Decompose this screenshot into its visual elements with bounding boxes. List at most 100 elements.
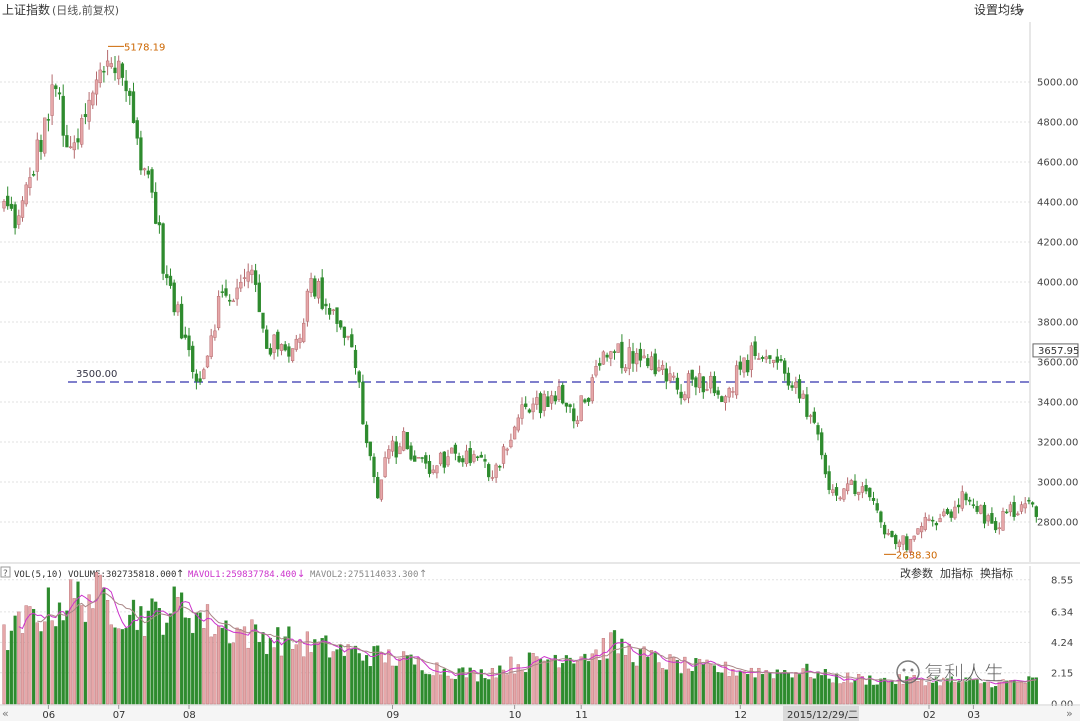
volume-bar <box>1019 681 1024 705</box>
candle-body <box>87 99 91 122</box>
volume-bar <box>335 649 339 705</box>
candle-body <box>205 355 210 368</box>
help-icon[interactable] <box>0 566 11 578</box>
price-tick-label: 3000.00 <box>1037 478 1078 489</box>
volume-bar <box>461 667 465 705</box>
candle-body <box>1008 504 1013 513</box>
switch-indicator-button[interactable]: 换指标 <box>980 566 1013 580</box>
volume-bar <box>442 668 446 705</box>
candle-body <box>438 452 443 465</box>
wechat-icon <box>896 660 920 684</box>
volume-bar <box>627 643 631 705</box>
candle-body <box>823 454 828 475</box>
volume-bar <box>653 652 657 705</box>
volume-bar <box>2 624 6 705</box>
candle-body <box>157 222 162 226</box>
candle-body <box>516 417 520 431</box>
candle-body <box>353 349 358 369</box>
candle-body <box>968 499 972 502</box>
volume-bar <box>20 633 25 705</box>
volume-bar <box>498 665 502 705</box>
volume-bar <box>316 641 321 705</box>
volume-bar <box>686 668 691 705</box>
candle-body <box>135 120 139 139</box>
candle-body <box>786 372 791 386</box>
set-ma-button[interactable]: 设置均线 ▾ <box>974 3 1024 17</box>
candle-body <box>261 312 265 329</box>
chart-title: 上证指数 <box>2 2 50 17</box>
price-tick-label: 3600.00 <box>1037 358 1078 369</box>
candlesticks <box>2 49 1038 556</box>
volume-bar <box>361 660 365 705</box>
candle-body <box>701 376 705 393</box>
candle-body <box>583 399 587 403</box>
price-tick-label: 3200.00 <box>1037 438 1078 449</box>
volume-bar <box>24 605 28 705</box>
volume-bar <box>553 654 557 705</box>
volume-bar <box>716 672 720 705</box>
volume-bar <box>450 678 454 705</box>
volume-bar <box>757 667 761 705</box>
candle-body <box>549 395 554 404</box>
candle-body <box>501 446 506 464</box>
candle-body <box>845 483 850 492</box>
candle-body <box>768 355 772 359</box>
volume-bar <box>638 648 642 705</box>
candle-body <box>664 368 668 382</box>
volume-bar <box>154 601 158 705</box>
candle-body <box>801 393 805 399</box>
volume-bar <box>520 669 524 705</box>
candle-body <box>231 300 236 303</box>
month-label: 12 <box>734 710 747 721</box>
volume-bar <box>864 684 868 705</box>
volume-bar <box>368 666 372 705</box>
volume-bar <box>457 668 461 705</box>
candle-body <box>982 504 987 524</box>
candle-body <box>875 503 879 511</box>
scroll-right-button[interactable]: » <box>1066 707 1073 720</box>
candle-body <box>28 177 32 188</box>
params-button[interactable]: 改参数 <box>900 566 933 580</box>
volume-bar <box>1027 676 1031 705</box>
candle-body <box>945 509 950 514</box>
volume-bar <box>920 679 924 705</box>
candle-body <box>531 403 535 413</box>
candle-body <box>990 513 994 524</box>
price-tick-label: 5000.00 <box>1037 78 1078 89</box>
volume-bar <box>168 613 173 705</box>
candle-body <box>20 200 25 218</box>
volume-bar <box>202 628 206 705</box>
candle-body <box>379 479 384 500</box>
volume-bar <box>91 608 95 705</box>
candle-body <box>398 446 402 455</box>
candle-body <box>213 330 217 338</box>
volume-tick-label: 8.55 <box>1051 575 1073 586</box>
candle-body <box>897 541 902 548</box>
price-gridlines <box>0 81 1030 523</box>
volume-bar <box>516 664 520 705</box>
volume-bar <box>723 661 728 705</box>
volume-bar <box>228 643 232 705</box>
add-indicator-button[interactable]: 加指标 <box>940 566 973 580</box>
cursor-date-label: 2015/12/29/二 <box>787 710 858 721</box>
volume-bar <box>542 660 546 705</box>
volume-bar <box>379 652 383 705</box>
candle-body <box>235 287 239 300</box>
volume-bar <box>790 677 794 705</box>
candle-body <box>472 454 476 462</box>
up-arrow-icon: ↑ <box>176 569 184 580</box>
volume-bar <box>598 660 602 705</box>
volume-bar <box>224 620 228 705</box>
volume-bar <box>57 602 62 705</box>
volume-bar <box>524 672 528 705</box>
candle-body <box>287 346 291 357</box>
volume-bar <box>383 662 387 705</box>
volume-bar <box>446 675 450 705</box>
candle-body <box>131 91 136 123</box>
candle-body <box>453 444 458 454</box>
scroll-left-button[interactable]: « <box>2 707 9 720</box>
candle-body <box>68 146 73 149</box>
candle-body <box>868 487 872 498</box>
volume-bar <box>786 672 790 705</box>
